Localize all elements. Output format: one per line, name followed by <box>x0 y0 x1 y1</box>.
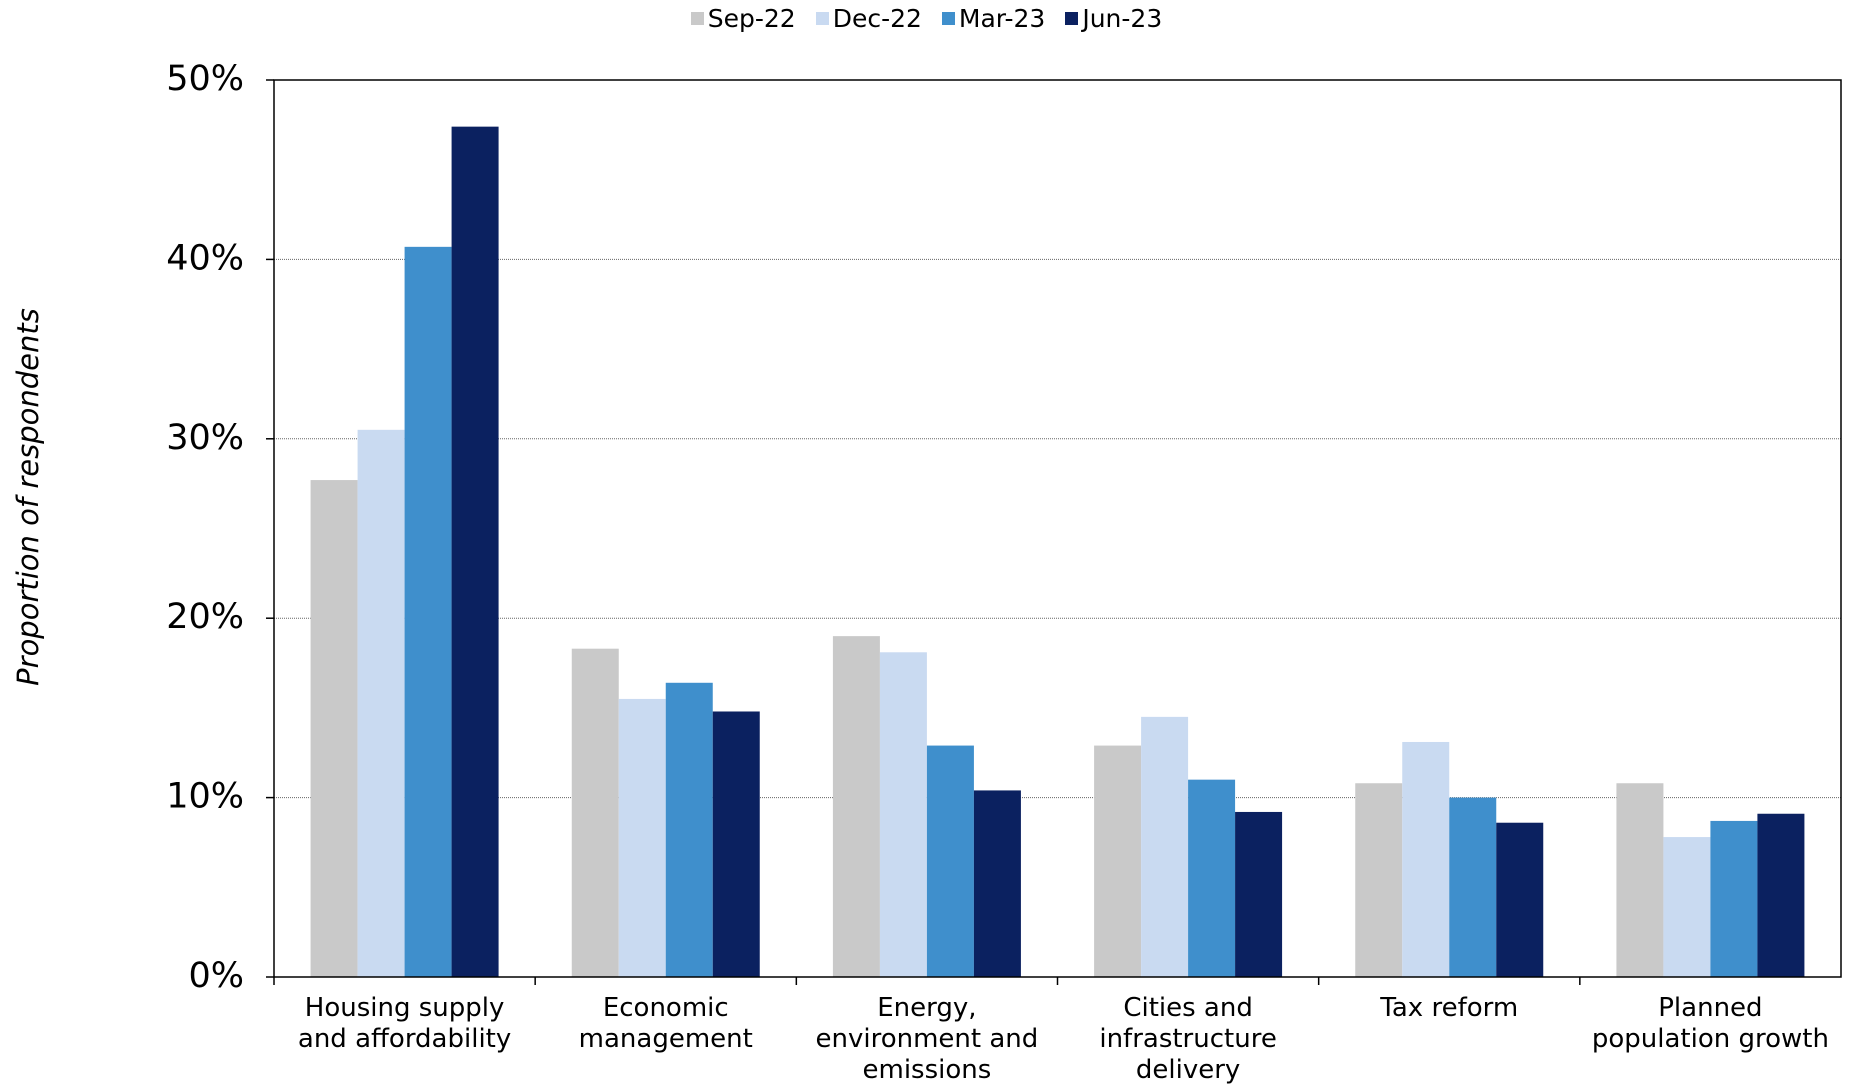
legend-item: Mar-23 <box>941 4 1046 33</box>
bar <box>1402 741 1450 977</box>
bar <box>1663 837 1711 977</box>
x-tick-label: Housing supply and affordability <box>297 993 512 1054</box>
bar <box>310 480 358 977</box>
bar <box>1710 820 1758 977</box>
legend-item: Dec-22 <box>815 4 922 33</box>
legend-swatch <box>1065 12 1079 25</box>
y-axis-title: Proportion of respondents <box>11 308 45 686</box>
bar <box>926 745 974 977</box>
bar <box>357 429 405 978</box>
x-tick-label: Energy, environment and emissions <box>815 993 1039 1085</box>
y-tick-label: 30% <box>166 418 244 458</box>
bar <box>1141 716 1189 977</box>
bar <box>1449 797 1497 977</box>
y-tick-label: 50% <box>166 59 244 99</box>
bar <box>712 711 760 977</box>
bar <box>1188 779 1236 977</box>
bar <box>1094 745 1142 977</box>
x-tick-label: Tax reform <box>1380 993 1519 1023</box>
x-tick-label: Economic management <box>578 993 753 1054</box>
bar <box>404 246 452 978</box>
bar <box>1757 813 1805 977</box>
bar <box>665 682 713 977</box>
bar <box>1616 783 1664 977</box>
plot-border <box>273 79 1842 978</box>
x-tick-label: Planned population growth <box>1591 993 1829 1054</box>
bar <box>1235 811 1283 977</box>
bar <box>571 648 619 977</box>
legend-label: Dec-22 <box>832 4 922 33</box>
legend-label: Mar-23 <box>958 4 1046 33</box>
legend-item: Jun-23 <box>1065 4 1162 33</box>
y-tick-label: 10% <box>166 777 244 817</box>
legend-item: Sep-22 <box>690 4 796 33</box>
bar <box>973 790 1021 977</box>
bar <box>618 698 666 977</box>
legend-swatch <box>815 12 829 25</box>
y-tick-label: 0% <box>188 956 244 996</box>
bar <box>832 636 880 977</box>
bar <box>879 652 927 977</box>
legend-label: Sep-22 <box>707 4 796 33</box>
y-tick-label: 20% <box>166 597 244 637</box>
legend-swatch <box>690 12 704 25</box>
bar <box>1496 822 1544 977</box>
bar <box>1355 783 1403 977</box>
y-tick-label: 40% <box>166 238 244 278</box>
legend-swatch <box>941 12 955 25</box>
x-tick-label: Cities and infrastructure delivery <box>1099 993 1277 1085</box>
bar <box>451 126 499 978</box>
legend-label: Jun-23 <box>1082 4 1163 33</box>
legend: Sep-22 Dec-22 Mar-23 Jun-23 <box>0 4 1853 33</box>
